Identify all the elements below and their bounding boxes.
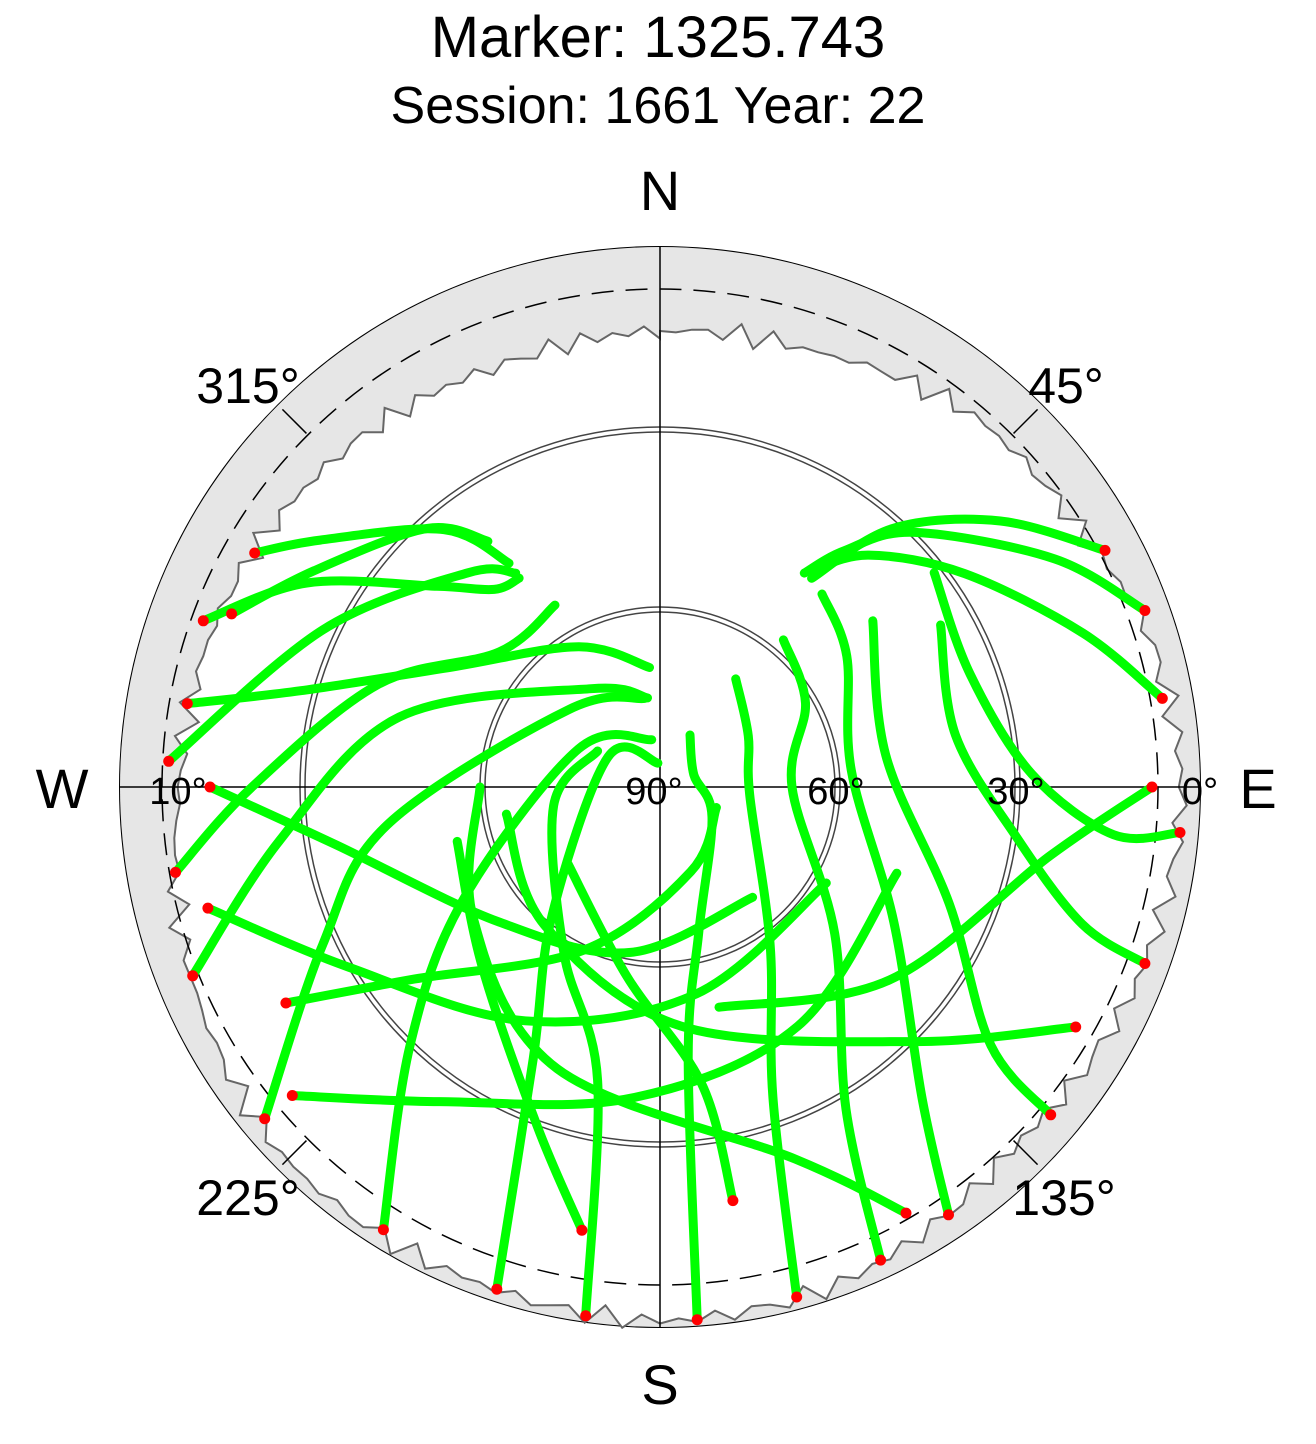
azimuth-tick-45: [1013, 408, 1039, 434]
azimuth-tick-label-135: 135°: [1012, 1170, 1115, 1226]
satellite-track-7: [260, 692, 649, 1124]
track-end-point-13: [875, 1254, 887, 1266]
track-end-point-25: [204, 781, 216, 793]
chart-title: Marker: 1325.743: [430, 5, 886, 70]
azimuth-tick-label-315: 315°: [196, 358, 299, 414]
track-end-point-18: [1139, 605, 1151, 616]
track-end-point-21: [900, 1207, 912, 1219]
track-end-point-2: [163, 755, 175, 767]
satellite-track-2: [164, 564, 521, 766]
track-end-point-8: [377, 1224, 389, 1236]
track-end-point-1: [197, 615, 209, 627]
satellite-track-28: [714, 782, 1157, 1012]
azimuth-tick-label-225: 225°: [196, 1170, 299, 1226]
azimuth-tick-135: [1013, 1140, 1039, 1166]
satellite-track-15: [868, 616, 1056, 1120]
track-end-point-19: [1099, 544, 1111, 556]
elevation-tick-label-30: 30°: [987, 771, 1044, 813]
track-end-point-22: [1070, 1021, 1082, 1033]
satellite-track-18: [799, 527, 1150, 615]
elevation-tick-label-90: 90°: [625, 771, 682, 813]
track-end-point-11: [691, 1314, 703, 1326]
track-end-point-16: [1139, 958, 1151, 969]
chart-subtitle: Session: 1661 Year: 22: [390, 77, 926, 135]
satellite-track-30: [563, 859, 738, 1206]
track-end-point-26: [181, 698, 193, 710]
satellite-track-5: [171, 600, 560, 877]
elevation-tick-label-0: 0°: [1182, 771, 1218, 813]
track-end-point-9: [491, 1283, 503, 1295]
satellite-track-4: [250, 524, 514, 568]
satellite-track-25: [205, 782, 758, 958]
satellite-track-23: [287, 868, 902, 1110]
axis-labels: N S W E 45° 135° 225° 315° 90° 60° 30° 1…: [36, 159, 1277, 1416]
azimuth-tick-label-45: 45°: [1028, 358, 1104, 414]
elevation-tick-label-60: 60°: [807, 771, 864, 813]
satellite-track-20: [806, 550, 1167, 703]
satellite-track-16: [936, 620, 1150, 968]
track-end-point-27: [280, 997, 292, 1009]
azimuth-tick-315: [281, 408, 307, 434]
cardinal-label-east: E: [1239, 757, 1276, 820]
track-end-point-12: [791, 1291, 803, 1303]
satellite-track-14: [817, 589, 953, 1220]
track-end-point-10: [580, 1310, 592, 1322]
track-end-point-3: [226, 608, 238, 620]
track-end-point-5: [170, 866, 181, 878]
track-end-point-4: [249, 547, 261, 559]
cardinal-label-north: N: [640, 159, 680, 222]
azimuth-tick-225: [281, 1140, 307, 1166]
satellite-tracks: [163, 514, 1186, 1326]
track-end-point-7: [259, 1113, 271, 1125]
satellite-track-6: [188, 683, 652, 981]
satellite-track-29: [452, 836, 587, 1235]
track-end-point-6: [187, 970, 199, 982]
track-end-point-24: [202, 902, 214, 914]
track-end-point-28: [1146, 781, 1158, 793]
cardinal-label-west: W: [36, 757, 89, 820]
satellite-track-26: [182, 642, 654, 709]
satellite-track-24: [203, 878, 831, 1027]
track-end-point-29: [576, 1224, 588, 1236]
satellite-track-27: [281, 803, 721, 1008]
track-end-point-23: [286, 1090, 298, 1101]
track-end-point-14: [943, 1209, 954, 1221]
polar-grid: [120, 247, 1200, 1327]
satellite-track-22: [501, 809, 1081, 1047]
track-end-point-15: [1045, 1109, 1057, 1121]
satellite-track-17: [929, 568, 1185, 844]
satellite-track-19: [807, 514, 1110, 583]
satellite-track-10: [547, 746, 603, 1321]
track-end-point-20: [1156, 692, 1168, 704]
track-end-point-30: [727, 1195, 739, 1207]
cardinal-label-south: S: [641, 1353, 678, 1416]
satellite-track-13: [778, 635, 886, 1265]
track-end-point-17: [1174, 827, 1186, 838]
elevation-tick-label-10: 10°: [149, 771, 206, 813]
